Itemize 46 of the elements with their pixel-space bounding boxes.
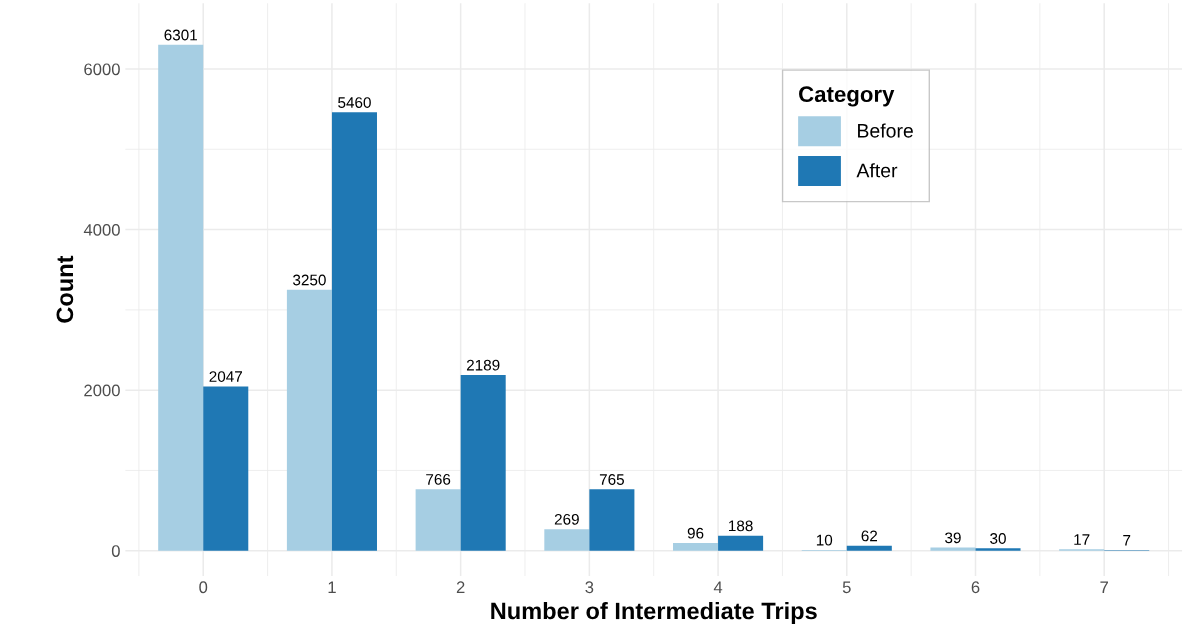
x-tick-label: 7 bbox=[1100, 581, 1108, 593]
bar bbox=[331, 112, 377, 551]
data-label: 96 bbox=[687, 527, 704, 539]
data-label: 765 bbox=[599, 474, 624, 485]
data-label: 39 bbox=[945, 532, 961, 544]
y-tick-label: 6000 bbox=[84, 63, 120, 76]
data-label: 188 bbox=[729, 520, 753, 532]
data-label: 5460 bbox=[338, 97, 371, 108]
bar bbox=[975, 548, 1021, 551]
bar bbox=[158, 44, 204, 551]
bar bbox=[415, 489, 461, 551]
y-tick-label: 2000 bbox=[84, 384, 120, 397]
bar bbox=[718, 535, 764, 551]
data-label: 6301 bbox=[164, 29, 197, 41]
data-label: 62 bbox=[861, 530, 878, 542]
data-label: 269 bbox=[554, 513, 579, 525]
data-label: 766 bbox=[426, 474, 451, 485]
data-label: 3250 bbox=[293, 274, 326, 286]
x-tick-label: 0 bbox=[199, 581, 208, 594]
x-axis-title: Number of Intermediate Trips bbox=[491, 601, 817, 624]
data-label: 17 bbox=[1074, 534, 1090, 545]
bar bbox=[203, 386, 249, 551]
legend-label: After bbox=[856, 163, 898, 178]
bar bbox=[930, 547, 976, 551]
x-tick-label: 5 bbox=[842, 581, 851, 594]
y-axis-title: Count bbox=[56, 255, 74, 323]
y-tick-label: 4000 bbox=[83, 223, 120, 236]
data-label: 10 bbox=[816, 534, 833, 546]
x-tick-label: 3 bbox=[585, 581, 594, 594]
data-label: 2047 bbox=[209, 371, 242, 382]
bar bbox=[544, 529, 590, 551]
x-tick-label: 2 bbox=[456, 581, 465, 593]
bar bbox=[286, 289, 332, 551]
data-label: 7 bbox=[1123, 535, 1131, 546]
legend-label: Before bbox=[858, 123, 913, 138]
data-label: 30 bbox=[990, 533, 1006, 544]
x-tick-label: 6 bbox=[971, 581, 980, 594]
bar bbox=[460, 374, 506, 551]
x-tick-label: 1 bbox=[328, 581, 336, 593]
bar bbox=[846, 545, 892, 551]
x-tick-label: 4 bbox=[713, 581, 723, 593]
bar bbox=[589, 489, 635, 551]
data-label: 2189 bbox=[466, 359, 500, 371]
y-tick-label: 0 bbox=[111, 545, 120, 557]
legend-title: Category bbox=[799, 86, 895, 107]
bar bbox=[673, 543, 719, 551]
